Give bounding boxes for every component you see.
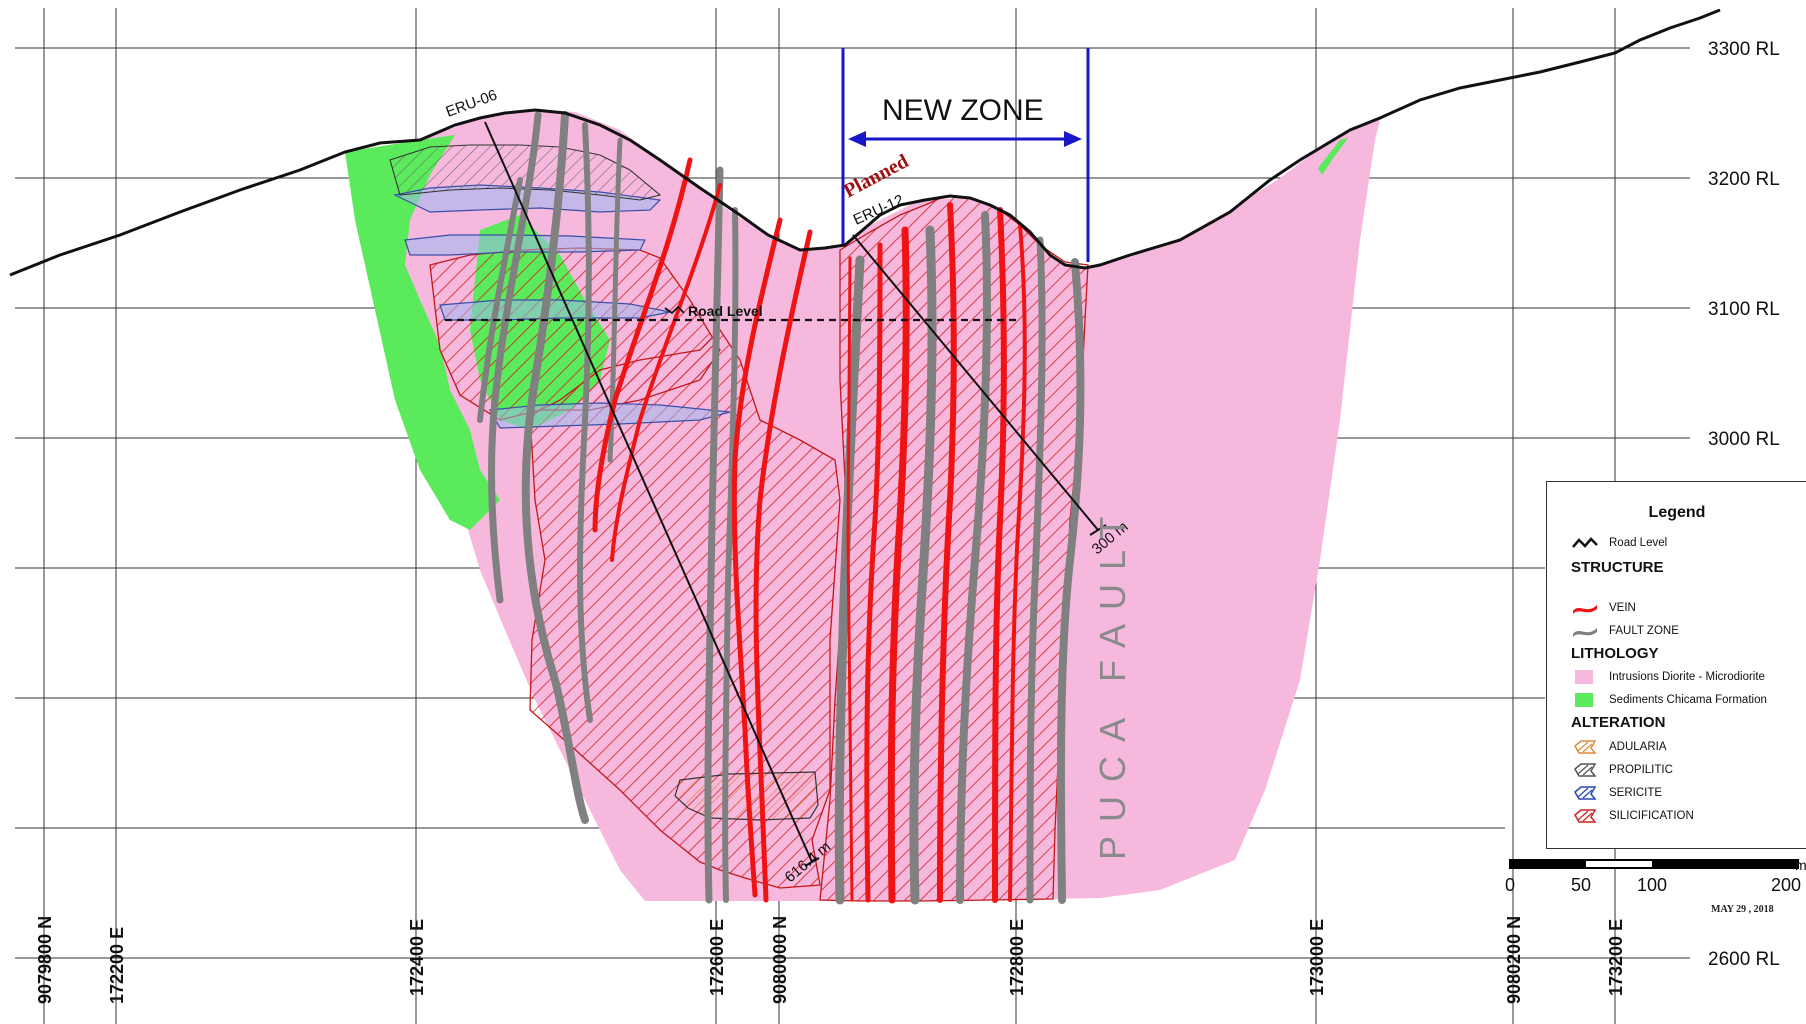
road-level (445, 305, 1020, 322)
coordinate-label-173000e: 173000 E (1307, 919, 1327, 996)
legend-item-sericite: SERICITE (1571, 784, 1662, 802)
legend-heading-structure: STRUCTURE (1571, 559, 1664, 576)
legend-label-fault-zone: FAULT ZONE (1609, 625, 1679, 637)
sericite-swatch-icon (1574, 786, 1597, 800)
elevation-label-3000: 3000 RL (1708, 429, 1780, 450)
legend-item-sediments: Sediments Chicama Formation (1571, 691, 1767, 709)
legend-heading-alteration: ALTERATION (1571, 714, 1666, 731)
scale-tick-200: 200 (1771, 875, 1802, 895)
coordinate-label-172200e: 172200 E (107, 927, 127, 1004)
road-level-label: Road Level (688, 303, 763, 319)
legend-label-sericite: SERICITE (1609, 787, 1663, 799)
sediment-swatch-icon (1575, 693, 1593, 707)
legend-label-adularia: ADULARIA (1609, 741, 1667, 753)
legend-heading-lithology: LITHOLOGY (1571, 645, 1659, 662)
legend-item-propilitic: PROPILITIC (1571, 761, 1673, 779)
legend-label-vein: VEIN (1609, 602, 1636, 614)
legend-label-intrusions: Intrusions Diorite - Microdiorite (1609, 671, 1765, 683)
scale-unit: m (1795, 857, 1806, 873)
scale-bar: 0 50 100 200 m (1505, 855, 1806, 915)
veins (592, 157, 1027, 904)
legend-item-fault-zone: FAULT ZONE (1571, 622, 1679, 640)
road-level-symbol-icon (1572, 537, 1598, 548)
legend-item-adularia: ADULARIA (1571, 738, 1667, 756)
legend-label-propilitic: PROPILITIC (1609, 764, 1673, 776)
new-zone-marker (841, 48, 1090, 262)
coordinate-label-9080200n: 9080200 N (1504, 916, 1524, 1004)
date-label: MAY 29 , 2018 (1711, 904, 1774, 915)
intrusion-swatch-icon (1575, 670, 1593, 684)
puca-fault-label: PUCA FAULT (1092, 503, 1133, 860)
scale-tick-100: 100 (1637, 875, 1668, 895)
sediments-chicama-body (345, 135, 500, 530)
coordinate-label-9079800n: 9079800 N (35, 916, 55, 1004)
legend-label-sediments: Sediments Chicama Formation (1609, 694, 1767, 706)
coordinate-label-172600e: 172600 E (707, 919, 727, 996)
drill-hole-eru-12 (852, 234, 1107, 536)
elevation-label-3300: 3300 RL (1708, 39, 1780, 60)
legend-item-road-level: Road Level (1571, 534, 1667, 552)
sediments-chicama-body-east (1318, 138, 1348, 175)
adularia-swatch-icon (1574, 740, 1597, 754)
coordinate-label-172800e: 172800 E (1007, 919, 1027, 996)
legend-label-silicification: SILICIFICATION (1609, 810, 1694, 822)
scale-tick-0: 0 (1505, 875, 1516, 895)
legend-label-road-level: Road Level (1609, 537, 1668, 549)
coordinate-label-172400e: 172400 E (407, 919, 427, 996)
scale-bar-segment-3 (1654, 859, 1799, 869)
new-zone-label: NEW ZONE (882, 94, 1044, 127)
coordinate-label-9080000n: 9080000 N (770, 916, 790, 1004)
legend-title: Legend (1648, 504, 1706, 521)
planned-label: Planned (840, 150, 912, 202)
coordinate-label-173200e: 173200 E (1606, 919, 1626, 996)
legend-item-intrusions: Intrusions Diorite - Microdiorite (1571, 668, 1765, 686)
propilitic-zone (389, 144, 662, 201)
elevation-label-3100: 3100 RL (1708, 299, 1780, 320)
fault-zone-swatch-icon (1573, 628, 1597, 637)
vein-swatch-icon (1573, 605, 1597, 614)
scale-bar-segment-1 (1509, 859, 1584, 869)
legend-panel: Legend Road Level STRUCTURE VEIN FAULT Z… (1546, 481, 1806, 849)
drill-hole-eru-06 (484, 121, 820, 867)
scale-tick-50: 50 (1571, 875, 1592, 895)
topography-line (9, 8, 1721, 277)
propilitic-swatch-icon (1574, 763, 1597, 777)
elevation-label-2600: 2600 RL (1708, 949, 1780, 970)
scale-bar-segment-2 (1584, 859, 1654, 869)
elevation-label-3200: 3200 RL (1708, 169, 1780, 190)
silicification-swatch-icon (1574, 809, 1597, 823)
legend-item-vein: VEIN (1571, 599, 1636, 617)
legend-item-silicification: SILICIFICATION (1571, 807, 1694, 825)
